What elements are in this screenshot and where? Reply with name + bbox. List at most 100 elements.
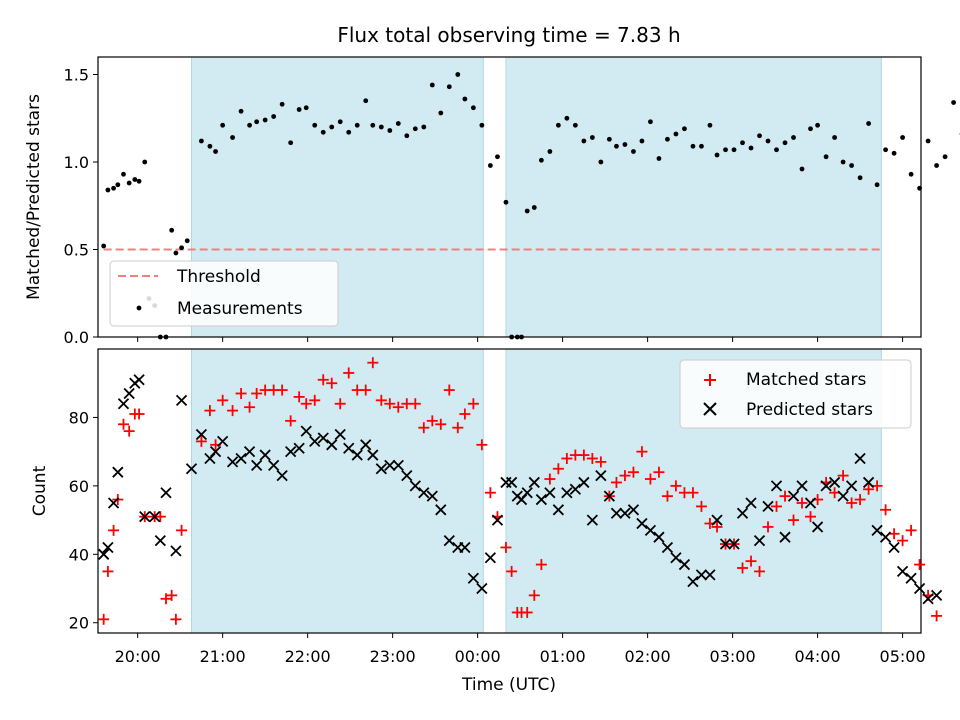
matched-stars-point	[326, 377, 338, 389]
matched-stars-point	[779, 490, 791, 502]
matched-stars-point	[384, 398, 396, 410]
measurement-point	[917, 185, 922, 191]
measurement-point	[395, 121, 401, 126]
predicted-stars-point	[217, 435, 229, 448]
measurement-point	[723, 147, 728, 153]
matched-stars-point	[595, 456, 607, 468]
predicted-stars-point	[704, 569, 716, 581]
matched-stars-point	[217, 394, 229, 406]
predicted-stars-point	[804, 497, 817, 509]
measurement-point	[184, 238, 190, 244]
matched-stars-point	[392, 401, 404, 413]
predicted-stars-point	[695, 569, 708, 581]
matched-stars-point	[788, 514, 800, 526]
predicted-stars-point	[711, 514, 723, 526]
measurement-point	[346, 129, 352, 135]
matched-stars-point	[521, 606, 533, 618]
measurement-point	[220, 122, 226, 128]
matched-stars-point	[176, 524, 188, 536]
matched-stars-point	[796, 497, 808, 509]
matched-stars-point	[528, 589, 540, 601]
predicted-stars-point	[930, 589, 943, 601]
predicted-stars-point	[160, 487, 172, 499]
matched-stars-point	[695, 500, 707, 512]
measurement-point	[121, 171, 126, 177]
predicted-stars-point	[309, 435, 321, 448]
predicted-stars-point	[678, 558, 691, 571]
measurement-point	[446, 84, 452, 90]
predicted-stars-point	[505, 476, 518, 489]
predicted-stars-point	[467, 572, 480, 584]
matched-stars-point	[195, 435, 207, 447]
predicted-stars-point	[401, 469, 413, 482]
matched-stars-point	[133, 408, 145, 420]
measurement-point	[262, 117, 268, 123]
measurement-point	[199, 138, 204, 144]
predicted-stars-point	[627, 504, 640, 516]
predicted-stars-point	[367, 449, 379, 461]
predicted-stars-point	[896, 565, 909, 578]
predicted-stars-point	[154, 534, 166, 547]
x-tick-label: 05:00	[880, 647, 926, 666]
matched-stars-point	[375, 394, 387, 406]
measurement-point	[126, 180, 132, 186]
matched-stars-point	[98, 613, 110, 625]
measurement-point	[731, 147, 737, 153]
matched-stars-point	[334, 398, 346, 410]
predicted-stars-point	[653, 531, 665, 543]
matched-stars-point	[863, 483, 875, 495]
measurement-point	[429, 82, 435, 88]
measurement-point	[363, 98, 369, 104]
measurement-point	[614, 143, 619, 149]
matched-stars-point	[285, 415, 297, 427]
predicted-stars-point	[762, 500, 774, 513]
measurement-point	[547, 149, 553, 154]
panel-counts-frame	[97, 348, 922, 634]
matched-stars-point	[244, 401, 256, 413]
measurement-point	[320, 129, 326, 135]
measurement-point	[438, 110, 444, 116]
x-tick-label: 22:00	[285, 647, 331, 666]
predicted-stars-point	[535, 493, 548, 506]
measurement-point	[514, 334, 520, 340]
measurement-point	[782, 140, 788, 146]
measurement-point	[823, 154, 829, 160]
measurement-point	[815, 122, 820, 128]
measurement-point	[799, 166, 805, 172]
predicted-stars-point	[610, 507, 623, 519]
predicted-stars-point	[728, 538, 740, 550]
x-tick-label: 21:00	[200, 647, 246, 666]
measurement-point	[538, 157, 544, 163]
measurement-point	[354, 122, 360, 128]
panel-counts-ylabel: Count	[30, 465, 50, 516]
predicted-stars-point	[745, 497, 757, 509]
measurement-point	[470, 105, 476, 111]
matched-stars-point	[854, 494, 866, 506]
measurement-point	[925, 138, 931, 144]
matched-stars-point	[644, 473, 656, 485]
predicted-stars-point	[102, 541, 114, 554]
matched-stars-point	[459, 408, 471, 420]
measurement-point	[101, 243, 107, 249]
predicted-stars-point	[259, 449, 271, 461]
matched-stars-point	[897, 535, 909, 547]
matched-stars-point	[627, 466, 639, 478]
predicted-stars-point	[879, 531, 892, 543]
predicted-stars-point	[443, 534, 455, 547]
matched-stars-point	[619, 470, 631, 482]
predicted-stars-point	[787, 490, 800, 502]
matched-stars-point	[484, 487, 496, 499]
measurement-point	[142, 159, 148, 165]
measurement-point	[169, 227, 175, 233]
predicted-stars-point	[343, 442, 355, 454]
matched-stars-point	[754, 565, 766, 577]
measurement-point	[173, 250, 179, 256]
predicted-stars-point	[586, 514, 599, 526]
predicted-stars-point	[476, 582, 488, 595]
measurement-point	[303, 105, 309, 111]
matched-stars-point	[170, 613, 182, 625]
x-tick-label: 02:00	[625, 647, 671, 666]
measurement-point	[589, 135, 595, 140]
predicted-stars-point	[98, 548, 110, 560]
